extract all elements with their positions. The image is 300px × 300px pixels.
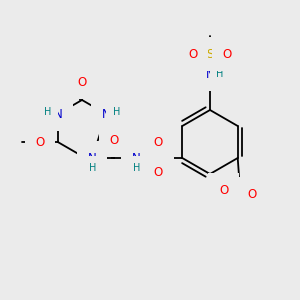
Text: H: H [216, 69, 224, 79]
Text: O: O [77, 76, 87, 88]
Text: O: O [188, 47, 198, 61]
Text: S: S [154, 152, 162, 164]
Text: S: S [206, 47, 214, 61]
Text: O: O [222, 47, 232, 61]
Text: O: O [110, 134, 119, 146]
Text: H: H [88, 163, 96, 173]
Text: H: H [112, 107, 120, 117]
Text: N: N [132, 152, 141, 164]
Text: O: O [154, 136, 163, 149]
Text: N: N [88, 152, 97, 164]
Text: O: O [154, 167, 163, 179]
Text: N: N [102, 107, 111, 121]
Text: O: O [35, 136, 44, 148]
Text: O: O [247, 188, 256, 200]
Text: N: N [206, 68, 214, 80]
Text: O: O [219, 184, 228, 196]
Text: N: N [53, 107, 62, 121]
Text: H: H [44, 107, 51, 117]
Text: H: H [133, 163, 140, 173]
